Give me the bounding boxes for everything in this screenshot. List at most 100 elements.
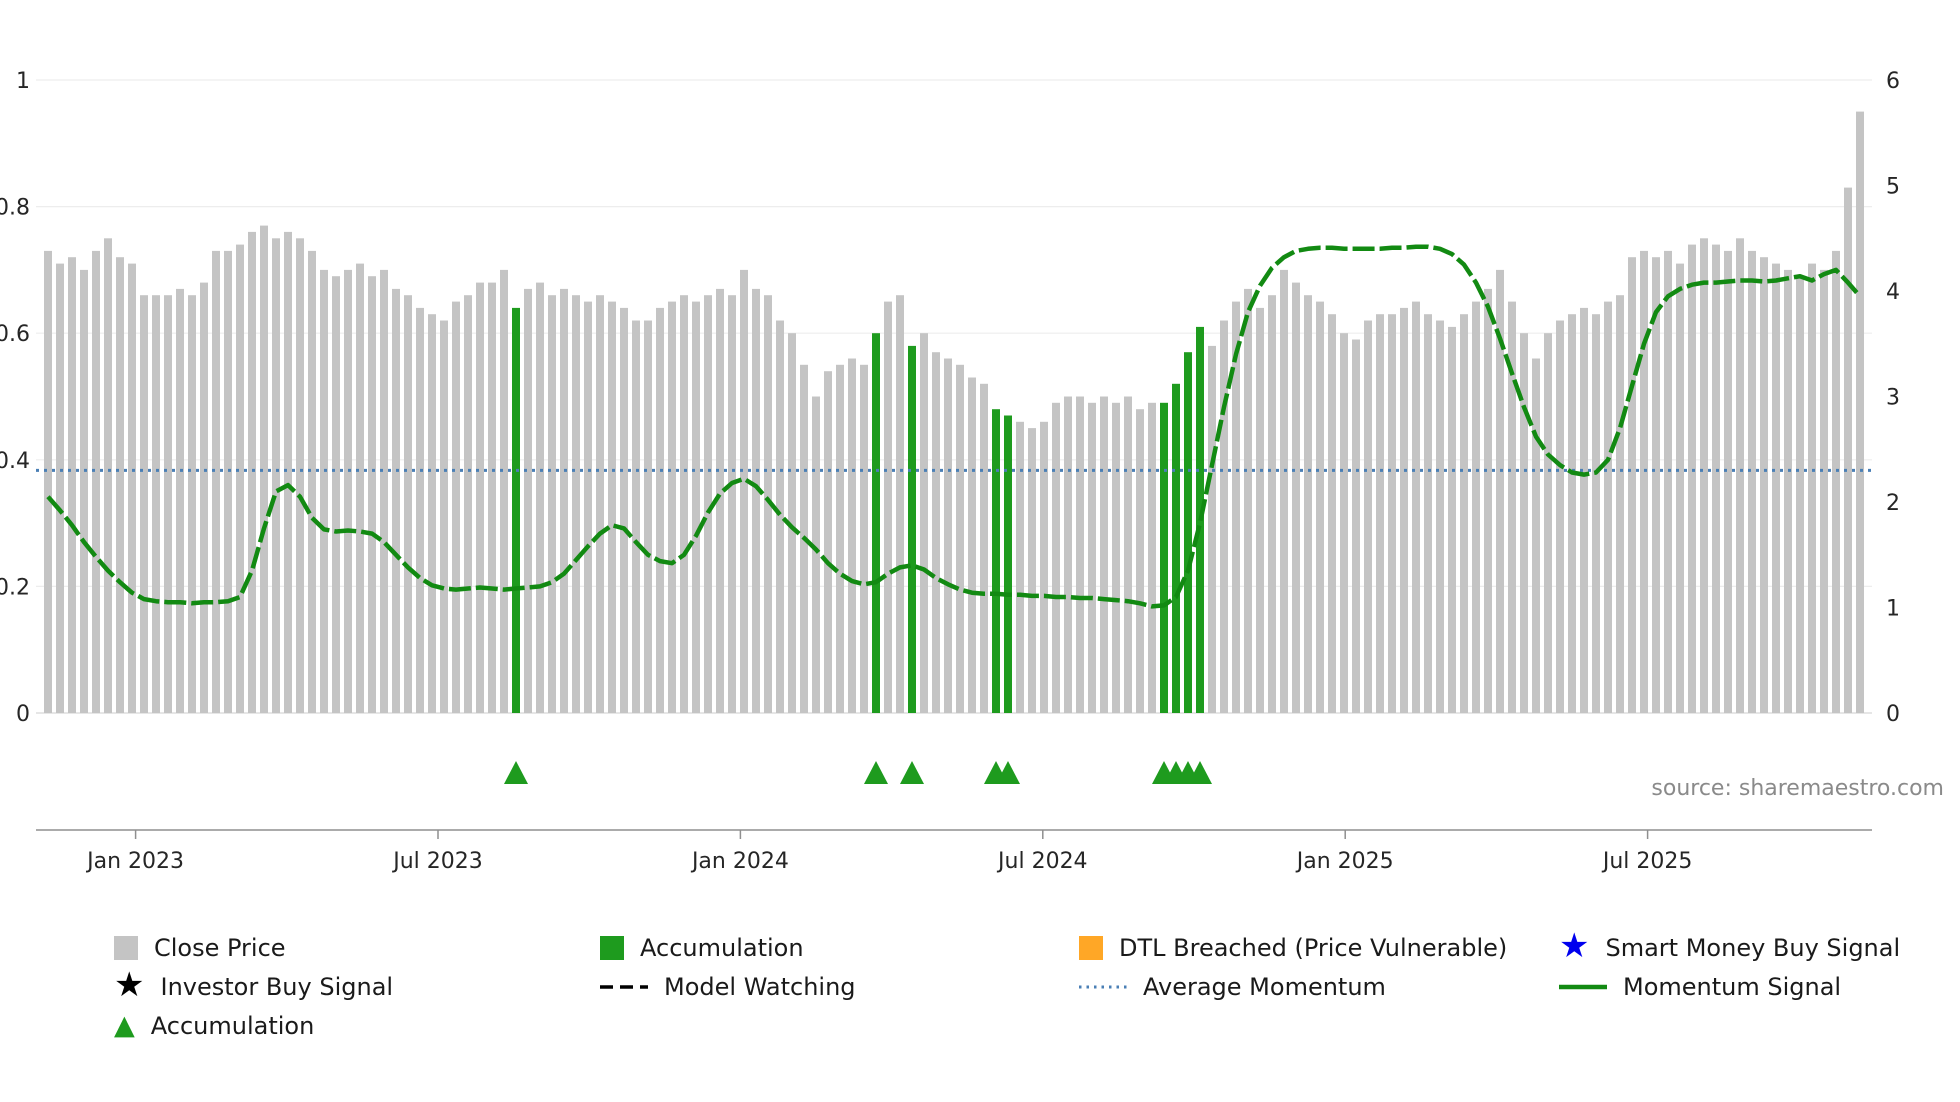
legend-label: Accumulation <box>150 1011 315 1040</box>
close-price-bar <box>296 238 304 714</box>
close-price-bar <box>740 269 748 713</box>
close-price-bar <box>656 307 664 713</box>
close-price-bar <box>884 301 892 713</box>
close-price-bar <box>1688 244 1696 713</box>
close-price-bar <box>728 295 736 713</box>
legend-label: Accumulation <box>640 933 804 962</box>
close-price-bar <box>1388 314 1396 713</box>
close-price-bar <box>1676 263 1684 713</box>
close-price-bar <box>1616 295 1624 713</box>
close-price-bar <box>1424 314 1432 713</box>
accumulation-markers <box>504 761 1212 784</box>
close-price-bar <box>1088 402 1096 713</box>
close-price-bar <box>1052 402 1060 713</box>
triangle-icon: ▲ <box>114 1010 135 1041</box>
close-price-bar <box>1232 301 1240 713</box>
close-price-bar <box>1820 269 1828 713</box>
legend-item-smart-money-buy-signal: ★ Smart Money Buy Signal <box>1559 928 1900 967</box>
close-price-bar <box>500 269 508 713</box>
close-price-bar <box>1148 402 1156 713</box>
accumulation-triangle-icon <box>1188 761 1212 784</box>
x-axis <box>36 829 1872 839</box>
close-price-bar <box>308 250 316 713</box>
dashed-line-icon <box>600 984 648 989</box>
close-price-bar <box>56 263 64 713</box>
close-price-bar <box>764 295 772 713</box>
x-axis-tick-label: Jul 2023 <box>391 849 483 874</box>
close-price-bar <box>1772 263 1780 713</box>
legend-row-3: ▲ Accumulation <box>0 1006 1960 1045</box>
price-momentum-chart: 0 0.2 0.4 0.6 0.8 1 0 1 2 3 4 5 6 Jan 2023 Jul 2023 Jan… <box>0 69 1900 874</box>
legend-label: Smart Money Buy Signal <box>1605 933 1901 962</box>
close-price-bar <box>1364 320 1372 713</box>
close-price-bar <box>1076 396 1084 713</box>
legend-item-accumulation-marker: ▲ Accumulation <box>114 1006 314 1045</box>
close-price-bar <box>1640 250 1648 713</box>
close-price-bar <box>1400 307 1408 713</box>
gridlines <box>36 79 1872 714</box>
legend-item-investor-buy-signal: ★ Investor Buy Signal <box>114 967 393 1006</box>
close-price-bar <box>1340 333 1348 713</box>
close-price-bar <box>152 295 160 713</box>
momentum-signal-line <box>46 244 1862 609</box>
close-price-bar <box>416 307 424 713</box>
close-price-bar <box>1256 307 1264 713</box>
close-price-bar <box>1100 396 1108 713</box>
x-axis-tick-label: Jan 2024 <box>690 849 789 874</box>
close-price-bar <box>980 383 988 713</box>
square-swatch-icon <box>114 935 138 960</box>
close-price-bar <box>1784 269 1792 713</box>
y-axis-right-tick-label: 3 <box>1886 386 1900 411</box>
close-price-bar <box>284 231 292 713</box>
accumulation-bar <box>1160 402 1168 713</box>
accumulation-triangle-icon <box>864 761 888 784</box>
close-price-bar <box>1520 333 1528 713</box>
close-price-bar <box>1040 421 1048 713</box>
close-price-bar <box>128 263 136 713</box>
legend-item-accumulation: Accumulation <box>600 928 804 967</box>
close-price-bar <box>680 295 688 713</box>
close-price-bar <box>860 364 868 713</box>
legend-label: Close Price <box>154 933 286 962</box>
square-swatch-icon <box>600 935 624 960</box>
close-price-bar <box>224 250 232 713</box>
accumulation-bar <box>872 333 880 713</box>
close-price-bar <box>1016 421 1024 713</box>
close-price-bar <box>392 288 400 713</box>
y-axis-left-tick-label: 0.6 <box>0 322 30 347</box>
close-price-bar <box>176 288 184 713</box>
close-price-bar <box>1652 257 1660 713</box>
accumulation-triangle-icon <box>504 761 528 784</box>
close-price-bar <box>1496 269 1504 713</box>
close-price-bar <box>572 295 580 713</box>
close-price-bar <box>1748 250 1756 713</box>
close-price-bar <box>824 371 832 713</box>
x-axis-tick-label: Jul 2025 <box>1601 849 1693 874</box>
close-price-bar <box>104 238 112 714</box>
close-price-bar <box>596 295 604 713</box>
close-price-bar <box>140 295 148 713</box>
close-price-bar <box>584 301 592 713</box>
close-price-bar <box>116 257 124 713</box>
close-price-bar <box>212 250 220 713</box>
close-price-bar <box>440 320 448 713</box>
close-price-bar <box>1208 345 1216 713</box>
accumulation-triangle-icon <box>900 761 924 784</box>
close-price-bar <box>620 307 628 713</box>
legend-label: DTL Breached (Price Vulnerable) <box>1119 933 1508 962</box>
close-price-bar <box>944 358 952 713</box>
close-price-bar <box>536 282 544 713</box>
close-price-bar <box>1352 339 1360 713</box>
close-price-bar <box>1808 263 1816 713</box>
close-price-bar <box>428 314 436 713</box>
close-price-bar <box>1832 250 1840 713</box>
close-price-bar <box>1724 250 1732 713</box>
legend-item-close-price: Close Price <box>114 928 286 967</box>
star-icon: ★ <box>114 964 145 1005</box>
close-price-bar <box>356 263 364 713</box>
accumulation-bar <box>1172 383 1180 713</box>
close-price-bar <box>644 320 652 713</box>
close-price-bar <box>1316 301 1324 713</box>
close-price-bar <box>1532 358 1540 713</box>
legend-item-momentum-signal: Momentum Signal <box>1559 967 1841 1006</box>
